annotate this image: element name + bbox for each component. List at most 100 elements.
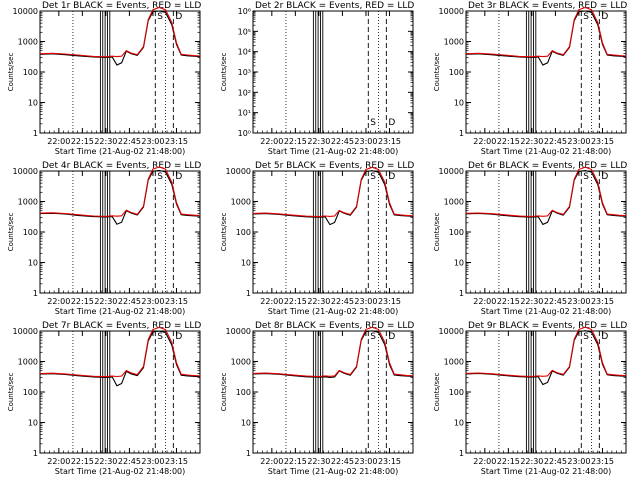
x-tick-label: 23:00 bbox=[354, 297, 377, 306]
y-tick-label: 10 bbox=[28, 419, 38, 428]
x-tick-label: 22:45 bbox=[331, 297, 354, 306]
x-tick-label: 23:15 bbox=[378, 297, 401, 306]
x-axis-label: Start Time (21-Aug-02 21:48:00) bbox=[268, 467, 399, 476]
y-tick-label: 100 bbox=[23, 228, 38, 237]
chart-panel: Det 1r BLACK = Events, RED = LLD 1 10 100 10… bbox=[7, 1, 201, 156]
y-tick-label: 1 bbox=[246, 289, 251, 298]
chart-title: Det 3r BLACK = Events, RED = LLD bbox=[468, 1, 627, 11]
y-tick-label: 10 bbox=[28, 99, 38, 108]
axes-frame bbox=[39, 10, 201, 134]
y-tick-label: 1000 bbox=[18, 358, 38, 367]
chart-title: Det 6r BLACK = Events, RED = LLD bbox=[468, 161, 627, 171]
x-tick-label: 22:00 bbox=[260, 137, 283, 146]
y-tick-label: 10000 bbox=[439, 167, 464, 176]
x-tick-label: 22:00 bbox=[473, 457, 496, 466]
annotation-label: D bbox=[601, 12, 608, 22]
annotation-label: S bbox=[583, 172, 589, 182]
x-axis-label: Start Time (21-Aug-02 21:48:00) bbox=[55, 307, 186, 316]
x-tick-label: 22:15 bbox=[71, 457, 94, 466]
chart-title: Det 7r BLACK = Events, RED = LLD bbox=[42, 321, 201, 331]
x-tick-label: 23:15 bbox=[165, 297, 188, 306]
y-tick-label: 10 bbox=[454, 259, 464, 268]
y-tick-label: 1000 bbox=[444, 198, 464, 207]
y-tick-label: 100 bbox=[23, 388, 38, 397]
annotation-label: D bbox=[601, 172, 608, 182]
x-axis-label: Start Time (21-Aug-02 21:48:00) bbox=[55, 147, 186, 156]
chart-panel: Det 8r BLACK = Events, RED = LLD 1 10 100 10… bbox=[220, 321, 414, 476]
series-line-lld bbox=[39, 326, 201, 378]
annotation-label: D bbox=[175, 172, 182, 182]
x-tick-label: 23:00 bbox=[567, 297, 590, 306]
x-tick-label: 22:00 bbox=[473, 137, 496, 146]
x-tick-label: 22:30 bbox=[520, 457, 543, 466]
chart-panel: Det 7r BLACK = Events, RED = LLD 1 10 100 10… bbox=[7, 321, 201, 476]
x-tick-label: 23:15 bbox=[378, 457, 401, 466]
x-tick-label: 22:45 bbox=[331, 457, 354, 466]
y-tick-label: 10⁶ bbox=[238, 7, 251, 16]
y-axis-label: Counts/sec bbox=[7, 373, 15, 412]
x-axis-label: Start Time (21-Aug-02 21:48:00) bbox=[481, 147, 612, 156]
x-axis-label: Start Time (21-Aug-02 21:48:00) bbox=[481, 307, 612, 316]
chart-panel: Det 2r BLACK = Events, RED = LLD 10⁰ 10¹ 10… bbox=[220, 1, 414, 156]
y-tick-label: 1 bbox=[459, 129, 464, 138]
y-tick-label: 1 bbox=[246, 449, 251, 458]
y-tick-label: 10 bbox=[28, 259, 38, 268]
x-tick-label: 22:00 bbox=[47, 137, 70, 146]
y-axis-label: Counts/sec bbox=[7, 213, 15, 252]
series-line-lld bbox=[39, 166, 201, 217]
axes-frame bbox=[465, 170, 627, 294]
x-tick-label: 22:15 bbox=[497, 297, 520, 306]
chart-title: Det 5r BLACK = Events, RED = LLD bbox=[255, 161, 414, 171]
y-tick-label: 1000 bbox=[231, 358, 251, 367]
y-tick-label: 1 bbox=[33, 129, 38, 138]
y-tick-label: 1 bbox=[33, 449, 38, 458]
y-tick-label: 10000 bbox=[13, 7, 38, 16]
y-axis-label: Counts/sec bbox=[220, 53, 228, 92]
axes-frame bbox=[39, 330, 201, 454]
y-tick-label: 100 bbox=[236, 228, 251, 237]
axes-frame bbox=[252, 330, 414, 454]
y-tick-label: 1000 bbox=[444, 358, 464, 367]
chart-title: Det 2r BLACK = Events, RED = LLD bbox=[255, 1, 414, 11]
annotation-label: D bbox=[388, 172, 395, 182]
y-axis-label: Counts/sec bbox=[433, 53, 441, 92]
y-axis-label: Counts/sec bbox=[220, 373, 228, 412]
x-tick-label: 22:45 bbox=[544, 137, 567, 146]
annotation-label: D bbox=[601, 332, 608, 342]
y-tick-label: 10000 bbox=[226, 327, 251, 336]
x-tick-label: 22:00 bbox=[47, 457, 70, 466]
series-line-events bbox=[39, 330, 201, 387]
axes-frame bbox=[39, 170, 201, 294]
y-axis-label: Counts/sec bbox=[433, 213, 441, 252]
x-tick-label: 22:45 bbox=[331, 137, 354, 146]
chart-panel: Det 9r BLACK = Events, RED = LLD 1 10 100 10… bbox=[433, 321, 627, 476]
y-tick-label: 100 bbox=[23, 68, 38, 77]
x-tick-label: 22:00 bbox=[47, 297, 70, 306]
y-tick-label: 10000 bbox=[226, 167, 251, 176]
y-axis-label: Counts/sec bbox=[220, 213, 228, 252]
axes-frame bbox=[252, 170, 414, 294]
x-axis-label: Start Time (21-Aug-02 21:48:00) bbox=[268, 307, 399, 316]
x-tick-label: 22:30 bbox=[307, 297, 330, 306]
x-tick-label: 23:15 bbox=[591, 137, 614, 146]
y-tick-label: 1 bbox=[33, 289, 38, 298]
x-tick-label: 23:00 bbox=[141, 457, 164, 466]
y-tick-label: 10¹ bbox=[238, 109, 251, 118]
x-axis-label: Start Time (21-Aug-02 21:48:00) bbox=[268, 147, 399, 156]
y-tick-label: 10² bbox=[238, 88, 251, 97]
y-tick-label: 10000 bbox=[439, 7, 464, 16]
x-tick-label: 22:45 bbox=[118, 137, 141, 146]
annotation-label: D bbox=[388, 332, 395, 342]
x-tick-label: 22:15 bbox=[71, 297, 94, 306]
y-tick-label: 10 bbox=[454, 99, 464, 108]
axes-frame bbox=[465, 10, 627, 134]
annotation-label: D bbox=[175, 12, 182, 22]
series-line-lld bbox=[252, 166, 414, 218]
x-tick-label: 22:15 bbox=[71, 137, 94, 146]
y-tick-label: 10 bbox=[241, 419, 251, 428]
annotation-label: S bbox=[157, 332, 163, 342]
y-tick-label: 1000 bbox=[444, 38, 464, 47]
x-tick-label: 23:15 bbox=[378, 137, 401, 146]
chart-panel: Det 3r BLACK = Events, RED = LLD 1 10 100 10… bbox=[433, 1, 627, 156]
